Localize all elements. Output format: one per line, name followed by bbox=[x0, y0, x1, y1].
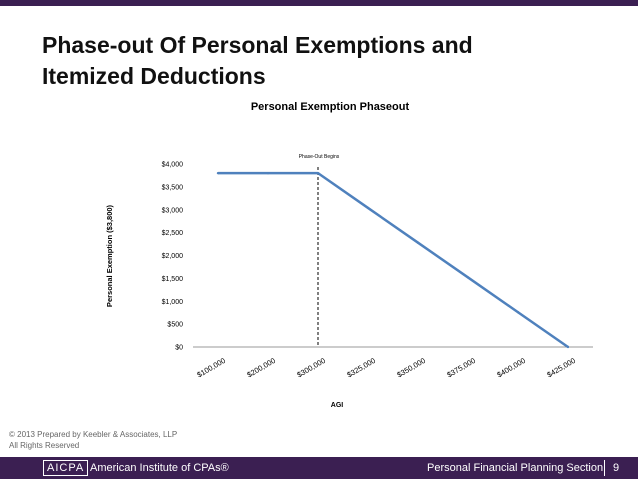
top-accent-bar bbox=[0, 0, 638, 6]
org-name: American Institute of CPAs® bbox=[90, 462, 229, 474]
footer-notes: © 2013 Prepared by Keebler & Associates,… bbox=[9, 429, 177, 451]
data-point bbox=[516, 311, 520, 314]
x-tick-label: $400,000 bbox=[495, 356, 527, 379]
aicpa-logo: AICPA bbox=[43, 460, 89, 476]
x-tick-label: $325,000 bbox=[345, 356, 377, 379]
y-tick-label: $2,000 bbox=[162, 253, 184, 260]
data-point bbox=[366, 206, 370, 210]
data-point bbox=[416, 241, 420, 244]
x-tick-label: $425,000 bbox=[545, 356, 577, 379]
data-point bbox=[266, 171, 270, 175]
phase-out-annotation: Phase-Out Begins bbox=[299, 154, 340, 160]
y-tick-label: $4,000 bbox=[162, 162, 184, 169]
y-tick-label: $500 bbox=[167, 322, 183, 329]
data-point bbox=[216, 171, 220, 175]
page-number: 9 bbox=[613, 462, 620, 474]
y-axis-label: Personal Exemption ($3,800) bbox=[105, 204, 114, 307]
x-tick-labels: $100,000 $200,000 $300,000 $325,000 $350,000… bbox=[195, 356, 577, 379]
data-point bbox=[316, 171, 320, 175]
data-point bbox=[466, 276, 470, 279]
x-tick-label: $300,000 bbox=[295, 356, 327, 379]
x-tick-label: $200,000 bbox=[245, 356, 277, 379]
chart-title: Personal Exemption Phaseout bbox=[251, 101, 410, 113]
slide-title-line-1: Phase-out Of Personal Exemptions and bbox=[42, 32, 473, 58]
y-tick-label: $0 bbox=[175, 345, 183, 352]
x-tick-label: $350,000 bbox=[395, 356, 427, 379]
y-tick-labels: $0 $500 $1,000 $1,500 $2,000 $2,500 $3,000 $3,5… bbox=[162, 162, 184, 352]
series-line bbox=[218, 171, 569, 349]
slide-title-line-2: Itemized Deductions bbox=[42, 63, 266, 89]
data-point bbox=[566, 345, 570, 349]
y-tick-label: $2,500 bbox=[162, 230, 184, 237]
y-tick-label: $1,500 bbox=[162, 276, 184, 283]
footer-divider bbox=[604, 460, 605, 476]
section-name: Personal Financial Planning Section bbox=[427, 462, 604, 474]
series-points bbox=[216, 171, 570, 349]
x-axis-label: AGI bbox=[331, 402, 344, 409]
y-tick-label: $3,000 bbox=[162, 207, 184, 214]
footer-bar: AICPA American Institute of CPAs® Person… bbox=[0, 457, 638, 479]
x-tick-label: $100,000 bbox=[195, 356, 227, 379]
rights-text: All Rights Reserved bbox=[9, 441, 80, 450]
copyright-text: © 2013 Prepared by Keebler & Associates,… bbox=[9, 430, 178, 439]
y-tick-label: $1,000 bbox=[162, 299, 184, 306]
x-tick-label: $375,000 bbox=[445, 356, 477, 379]
y-tick-label: $3,500 bbox=[162, 184, 184, 191]
slide-title: Phase-out Of Personal Exemptions and Ite… bbox=[42, 30, 602, 92]
